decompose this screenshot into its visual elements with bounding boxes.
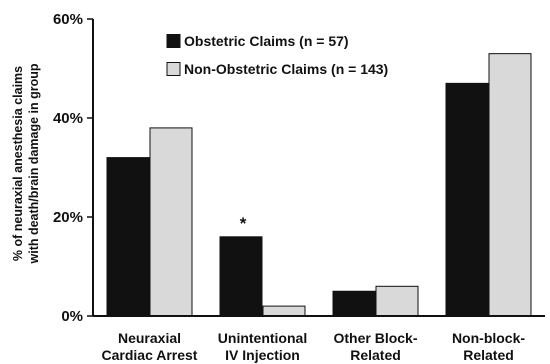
- x-category-label: Related: [350, 347, 401, 363]
- annotations: *: [240, 214, 247, 233]
- bar-non-obstetric: [488, 53, 532, 317]
- y-tick-label: 40%: [53, 110, 83, 127]
- legend-label: Obstetric Claims (n = 57): [184, 33, 349, 49]
- x-category-label: Non-block-: [452, 330, 525, 346]
- bar-obstetric: [332, 290, 376, 317]
- x-category-label: Other Block-: [333, 330, 417, 346]
- bar-non-obstetric: [262, 305, 306, 317]
- y-tick-label: 20%: [53, 209, 83, 226]
- y-axis-title-line: % of neuraxial anesthesia claims: [11, 66, 25, 261]
- y-tick-label: 0%: [61, 308, 83, 325]
- legend-swatch: [166, 62, 181, 76]
- y-tick-label: 60%: [53, 11, 83, 28]
- y-axis-title: % of neuraxial anesthesia claims with dea…: [11, 63, 41, 264]
- x-category-label: Related: [463, 347, 514, 363]
- bar-obstetric: [106, 157, 150, 317]
- bars: [106, 53, 532, 317]
- bar-non-obstetric: [375, 285, 419, 317]
- bar-obstetric: [445, 82, 489, 317]
- legend-swatch: [166, 34, 181, 48]
- x-category-label: Cardiac Arrest: [102, 347, 198, 363]
- legend-label: Non-Obstetric Claims (n = 143): [184, 61, 388, 77]
- axes: [92, 19, 545, 317]
- x-category-label: IV Injection: [225, 347, 300, 363]
- bar-obstetric: [219, 236, 263, 317]
- legend: Obstetric Claims (n = 57) Non-Obstetric C…: [166, 33, 388, 77]
- bar-non-obstetric: [149, 127, 193, 317]
- y-axis-ticks: 0% 20% 40% 60%: [53, 11, 93, 325]
- x-category-label: Neuraxial: [118, 330, 181, 346]
- x-category-label: Unintentional: [218, 330, 307, 346]
- y-axis-title-line: with death/brain damage in group: [27, 63, 41, 264]
- significance-asterisk: *: [240, 214, 247, 233]
